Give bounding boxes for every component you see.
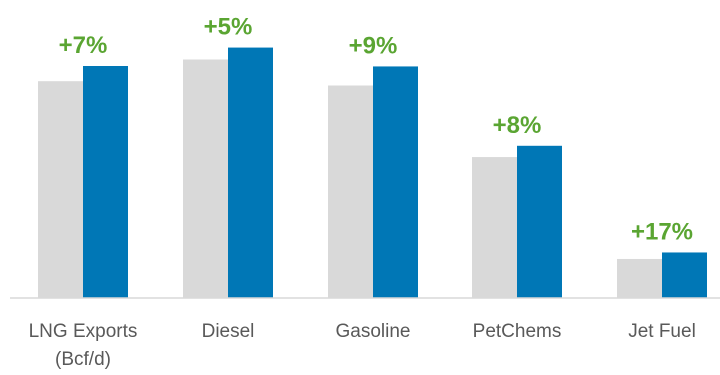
data-labels-layer: +7% +5% +9% +8% +17%	[59, 14, 693, 246]
bar-petchems-series-1	[472, 157, 517, 298]
bars-layer	[38, 47, 707, 299]
bar-petchems-series-2	[517, 145, 562, 298]
bar-jet-fuel-series-2	[662, 252, 707, 298]
bar-lng-exports-bcf-d-series-1	[38, 81, 83, 298]
bar-gasoline-series-2	[373, 66, 418, 298]
bar-diesel-series-2	[228, 47, 273, 298]
category-labels-layer: LNG Exports (Bcf/d) Diesel Gasoline PetChems…	[29, 321, 696, 370]
data-label-gasoline: +9%	[349, 32, 398, 59]
bar-lng-exports-bcf-d-series-2	[83, 66, 128, 298]
data-label-petchems: +8%	[493, 112, 542, 139]
category-label-lng-exports-bcf-d-line-2: (Bcf/d)	[55, 349, 111, 370]
category-label-diesel: Diesel	[202, 321, 255, 342]
category-label-gasoline: Gasoline	[336, 321, 411, 342]
category-label-lng-exports-bcf-d: LNG Exports	[29, 321, 138, 342]
bar-gasoline-series-1	[328, 85, 373, 299]
data-label-lng-exports-bcf-d: +7%	[59, 32, 108, 59]
bar-jet-fuel-series-1	[617, 258, 662, 298]
bar-diesel-series-1	[183, 59, 228, 298]
category-label-petchems: PetChems	[473, 321, 562, 342]
data-label-jet-fuel: +17%	[631, 218, 693, 245]
data-label-diesel: +5%	[204, 14, 253, 41]
category-label-jet-fuel: Jet Fuel	[628, 321, 696, 342]
